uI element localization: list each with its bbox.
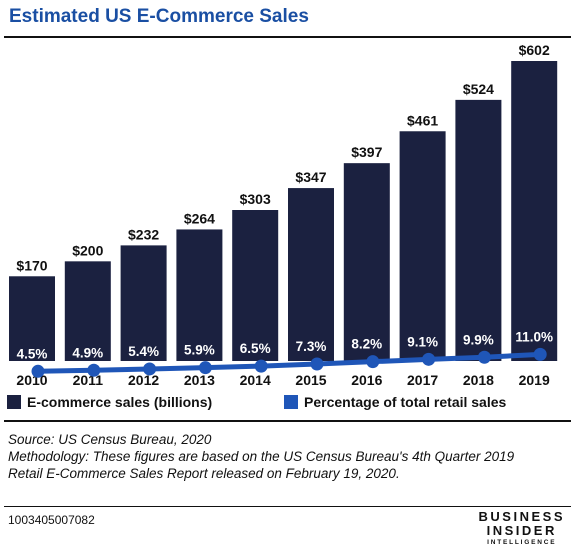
- bar-2019: [511, 61, 558, 361]
- retail-share-line: [37, 351, 541, 374]
- legend-label-bars: E-commerce sales (billions): [27, 394, 213, 410]
- bar-value-label-2012: $232: [128, 226, 159, 242]
- bar-2017: [399, 131, 446, 361]
- source-text: Source: US Census Bureau, 2020: [8, 432, 212, 447]
- x-tick-label-2014: 2014: [240, 372, 271, 388]
- x-tick-label-2013: 2013: [184, 372, 215, 388]
- legend-item-line: Percentage of total retail sales: [284, 394, 506, 410]
- retail-share-point-2010: [31, 364, 45, 378]
- bar-value-label-2011: $200: [72, 242, 103, 258]
- chart-title: Estimated US E-Commerce Sales: [9, 6, 309, 27]
- bar-swatch: [7, 395, 21, 409]
- bar-value-label-2018: $524: [463, 81, 494, 97]
- brand-line-2: INSIDER: [486, 523, 557, 538]
- retail-share-point-2013: [198, 361, 212, 375]
- methodology-text: Methodology: These figures are based on …: [8, 449, 515, 481]
- chart-area: $1702010$2002011$2322012$2642013$3032014…: [9, 42, 558, 388]
- brand-line-3: INTELLIGENCE: [487, 539, 557, 546]
- bar-2015: [288, 188, 334, 361]
- retail-share-point-2014: [254, 359, 268, 373]
- brand-line-1: BUSINESS: [478, 509, 565, 524]
- retail-share-label-2014: 6.5%: [240, 341, 271, 356]
- bar-2011: [64, 261, 111, 361]
- retail-share-label-2015: 7.3%: [296, 339, 327, 354]
- x-tick-label-2012: 2012: [128, 372, 159, 388]
- x-tick-label-2018: 2018: [463, 372, 494, 388]
- bar-2012: [120, 245, 167, 361]
- retail-share-point-2016: [366, 355, 380, 369]
- bar-value-label-2014: $303: [240, 191, 271, 207]
- retail-share-label-2010: 4.5%: [17, 346, 48, 361]
- bar-2013: [176, 229, 223, 361]
- retail-share-label-2018: 9.9%: [463, 332, 494, 347]
- retail-share-label-2019: 11.0%: [515, 329, 553, 344]
- x-tick-label-2019: 2019: [519, 372, 550, 388]
- x-tick-label-2015: 2015: [295, 372, 326, 388]
- chart-id: 1003405007082: [8, 513, 95, 527]
- retail-share-label-2013: 5.9%: [184, 343, 215, 358]
- legend-item-bars: E-commerce sales (billions): [7, 394, 212, 410]
- bar-value-label-2010: $170: [16, 257, 47, 273]
- bar-value-label-2017: $461: [407, 112, 438, 128]
- bar-value-label-2015: $347: [295, 169, 326, 185]
- bar-2016: [343, 163, 390, 361]
- retail-share-point-2015: [310, 357, 324, 371]
- retail-share-point-2017: [422, 352, 436, 366]
- x-tick-label-2017: 2017: [407, 372, 438, 388]
- retail-share-label-2017: 9.1%: [407, 334, 438, 349]
- retail-share-point-2011: [87, 363, 101, 377]
- legend-label-line: Percentage of total retail sales: [304, 394, 507, 410]
- top-divider: [4, 36, 571, 38]
- retail-share-point-2018: [477, 350, 491, 364]
- bar-2010: [9, 276, 55, 361]
- footer-divider: [4, 506, 571, 507]
- retail-share-label-2011: 4.9%: [72, 345, 103, 360]
- bar-2014: [232, 210, 279, 361]
- bar-value-label-2013: $264: [184, 210, 215, 226]
- legend-divider: [4, 420, 571, 422]
- retail-share-label-2016: 8.2%: [351, 337, 382, 352]
- bar-value-label-2016: $397: [351, 144, 382, 160]
- line-swatch: [284, 395, 298, 409]
- bar-2018: [455, 99, 502, 362]
- bar-value-label-2019: $602: [519, 42, 550, 58]
- retail-share-point-2019: [533, 347, 547, 361]
- retail-share-point-2012: [143, 362, 157, 376]
- source-notes: Source: US Census Bureau, 2020 Methodolo…: [8, 431, 548, 482]
- x-tick-label-2016: 2016: [351, 372, 382, 388]
- business-insider-logo: BUSINESS INSIDER INTELLIGENCE: [479, 510, 565, 547]
- retail-share-label-2012: 5.4%: [128, 344, 159, 359]
